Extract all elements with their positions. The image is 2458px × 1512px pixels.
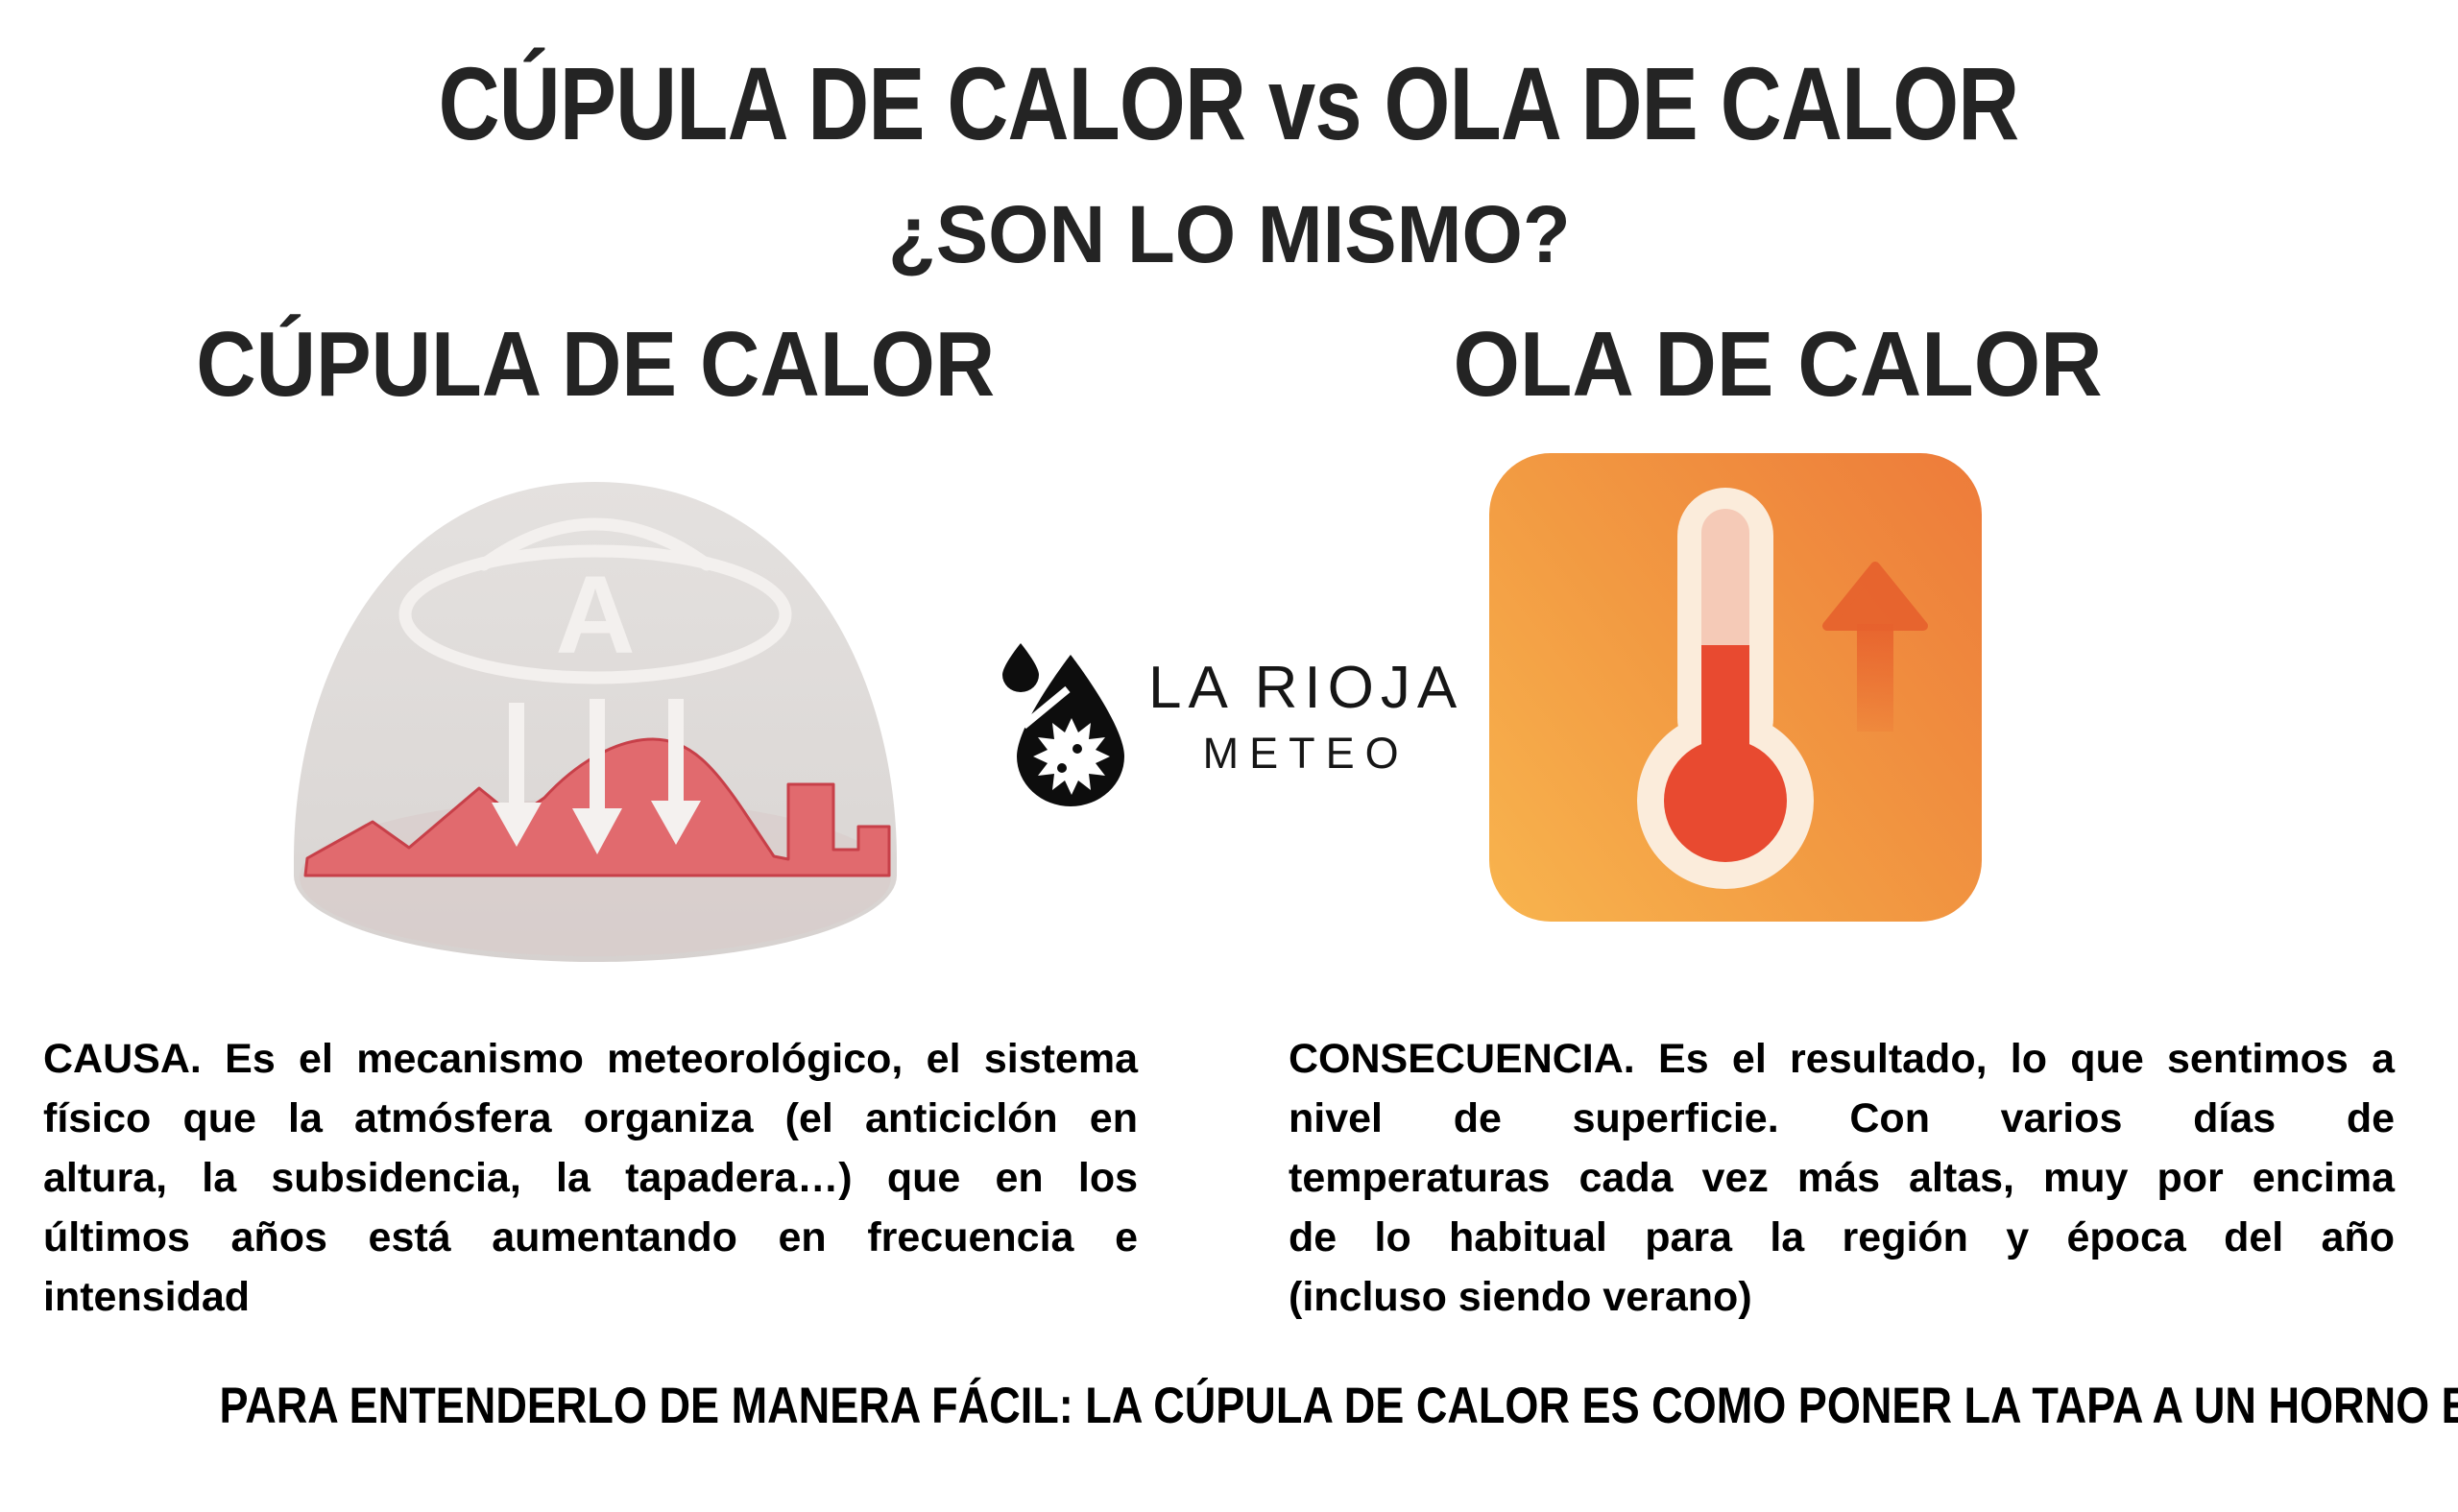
anticyclone-letter: A: [555, 554, 635, 677]
heat-wave-icon: [1489, 453, 1982, 922]
page-title: CÚPULA DE CALOR vs OLA DE CALOR: [0, 52, 2458, 156]
up-arrow-icon: [1822, 562, 1928, 732]
footer-note-text: PARA ENTENDERLO DE MANERA FÁCIL: LA CÚPU…: [219, 1378, 2458, 1434]
cause-line: intensidad: [43, 1274, 251, 1320]
heat-wave-heading: OLA DE CALOR: [1453, 313, 2104, 416]
heat-dome-illustration: A: [294, 482, 897, 962]
vine-leaf-icon: [1033, 718, 1110, 795]
logo-name: LA RIOJA: [1148, 655, 1464, 721]
logo-subname: METEO: [1202, 729, 1410, 778]
thermometer-body: [1637, 488, 1814, 889]
thermometer-icon: [1637, 488, 1928, 889]
consequence-line: (incluso siendo verano): [1289, 1274, 1752, 1320]
page-title-text: CÚPULA DE CALOR vs OLA DE CALOR: [439, 45, 2020, 161]
cause-line: altura, la subsidencia, la tapadera…) qu…: [43, 1155, 1138, 1201]
consequence-paragraph: CONSECUENCIA. Es el resultado, lo que se…: [1289, 1029, 2395, 1327]
consequence-line: de lo habitual para la región y época de…: [1289, 1214, 2395, 1260]
la-rioja-meteo-logo: LA RIOJA METEO: [989, 622, 1463, 814]
cause-line: últimos años está aumentando en frecuenc…: [43, 1214, 1138, 1260]
page-subtitle: ¿SON LO MISMO?: [0, 194, 2458, 275]
consequence-line: temperaturas cada vez más altas, muy por…: [1289, 1155, 2395, 1201]
cause-paragraph: CAUSA. Es el mecanismo meteorológico, el…: [43, 1029, 1138, 1327]
logo-drop-icon: [1002, 643, 1124, 806]
heat-dome-heading: CÚPULA DE CALOR: [196, 313, 995, 416]
cause-line: físico que la atmósfera organiza (el ant…: [43, 1095, 1138, 1141]
subsidence-arrows-icon: [492, 699, 701, 854]
page-subtitle-text: ¿SON LO MISMO?: [887, 189, 1571, 279]
logo-text: LA RIOJA METEO: [1148, 655, 1464, 778]
logo-droplet-icon: [1002, 643, 1039, 692]
footer-note: PARA ENTENDERLO DE MANERA FÁCIL: LA CÚPU…: [0, 1378, 2458, 1434]
consequence-line: nivel de superficie. Con varios días de: [1289, 1095, 2395, 1141]
anticyclone-symbol: A: [398, 517, 792, 684]
cause-line: CAUSA. Es el mecanismo meteorológico, el…: [43, 1036, 1138, 1082]
consequence-line: CONSECUENCIA. Es el resultado, lo que se…: [1289, 1036, 2395, 1082]
